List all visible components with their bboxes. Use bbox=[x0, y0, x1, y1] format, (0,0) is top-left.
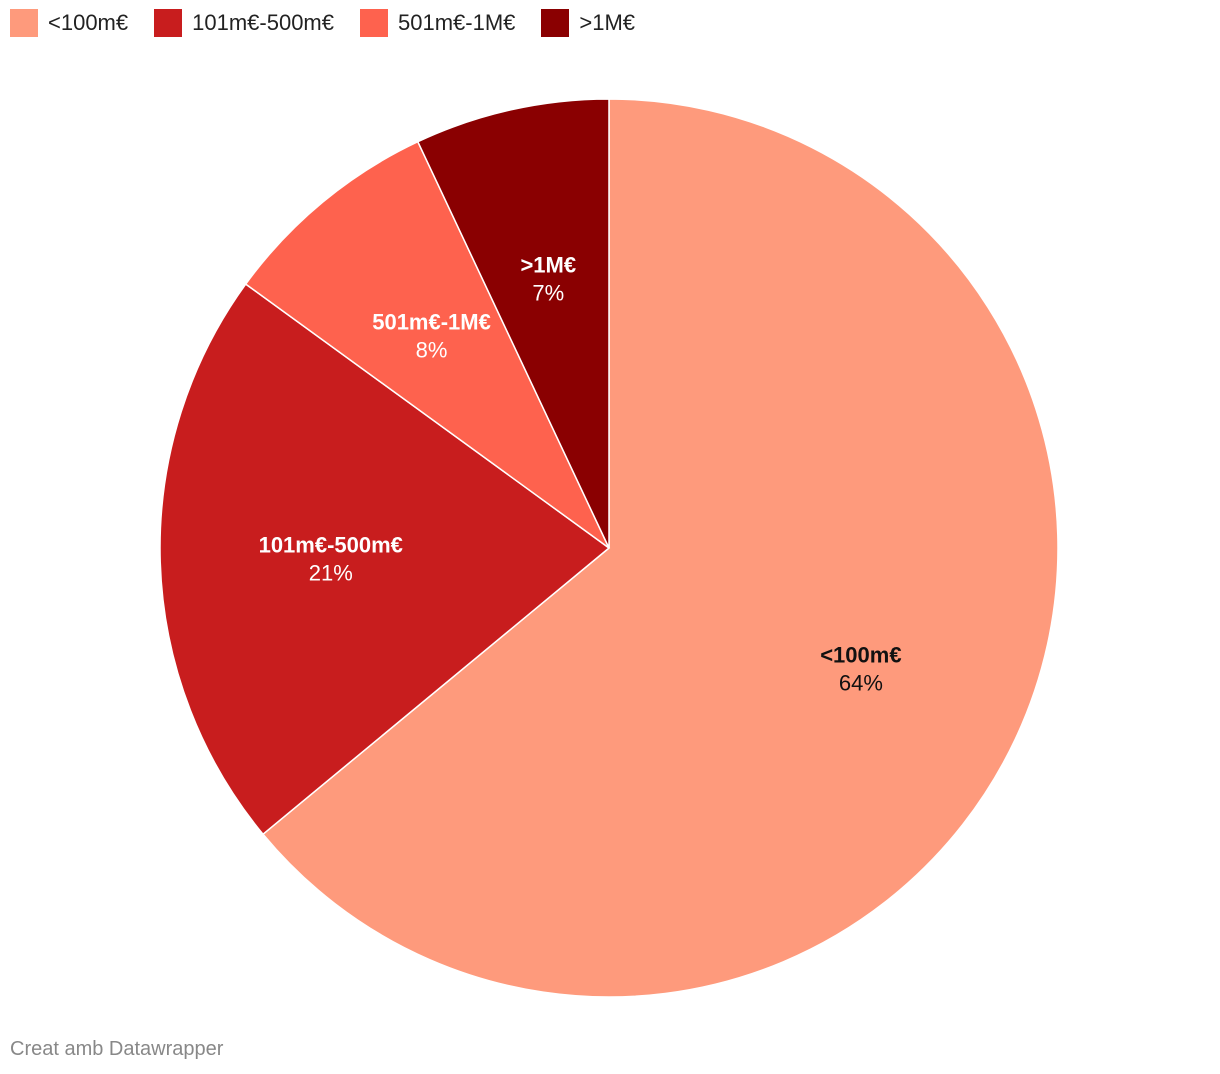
legend-swatch-501-1m bbox=[360, 9, 388, 37]
legend-item-101-500: 101m€-500m€ bbox=[154, 9, 334, 37]
slice-label-501-1m: 501m€-1M€ bbox=[372, 310, 491, 335]
legend-label-501-1m: 501m€-1M€ bbox=[398, 10, 516, 35]
chart-legend: <100m€ 101m€-500m€ 501m€-1M€ >1M€ bbox=[10, 9, 661, 37]
pie-labels: <100m€ 64% 101m€-500m€ 21% 501m€-1M€ 8% >1M€ 7% bbox=[259, 252, 902, 695]
pie-slice-101-500 bbox=[159, 283, 611, 836]
legend-label-gt1m: >1M€ bbox=[579, 10, 636, 35]
pie-slice-501-1m bbox=[244, 140, 610, 549]
slice-label-gt1m: >1M€ bbox=[520, 252, 576, 277]
legend-item-501-1m: 501m€-1M€ bbox=[360, 9, 515, 37]
pie-slice-lt100 bbox=[261, 98, 1059, 998]
legend-label-lt100: <100m€ bbox=[48, 10, 129, 35]
legend-swatch-lt100 bbox=[10, 9, 38, 37]
slice-label-101-500: 101m€-500m€ bbox=[259, 533, 403, 558]
slice-value-lt100: 64% bbox=[839, 671, 883, 696]
legend-item-gt1m: >1M€ bbox=[541, 9, 635, 37]
slice-label-lt100: <100m€ bbox=[820, 643, 901, 668]
pie-slices bbox=[159, 98, 1059, 998]
legend-label-101-500: 101m€-500m€ bbox=[192, 10, 334, 35]
legend-item-lt100: <100m€ bbox=[10, 9, 128, 37]
pie-slice-gt1m bbox=[416, 98, 610, 549]
legend-swatch-101-500 bbox=[154, 9, 183, 37]
legend-swatch-gt1m bbox=[541, 9, 570, 37]
footer-credit: Creat amb Datawrapper bbox=[10, 1038, 224, 1060]
slice-value-501-1m: 8% bbox=[416, 338, 448, 363]
slice-value-101-500: 21% bbox=[309, 561, 353, 586]
slice-value-gt1m: 7% bbox=[532, 280, 564, 305]
